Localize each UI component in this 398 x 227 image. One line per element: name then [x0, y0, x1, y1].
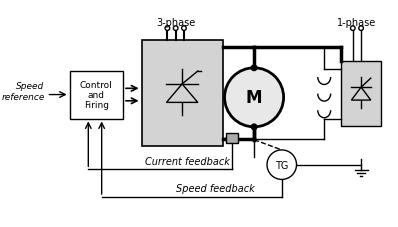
Bar [70, 71, 123, 119]
Circle shape [351, 27, 355, 31]
Text: Speed feedback: Speed feedback [176, 183, 255, 193]
Bar [341, 62, 381, 126]
Text: 1-phase: 1-phase [337, 18, 376, 28]
Text: 3-phase: 3-phase [156, 18, 195, 28]
Circle shape [267, 150, 297, 180]
Text: TG: TG [275, 160, 289, 170]
Bar [226, 134, 238, 143]
Text: Current feedback: Current feedback [145, 156, 230, 166]
Circle shape [251, 125, 257, 130]
Polygon shape [166, 85, 198, 103]
Bar [142, 41, 223, 147]
Polygon shape [351, 88, 371, 101]
Circle shape [251, 66, 257, 71]
Text: Control
and
Firing: Control and Firing [80, 80, 113, 110]
Text: M: M [246, 89, 262, 107]
Circle shape [224, 69, 284, 127]
Circle shape [174, 27, 178, 31]
Text: Speed
reference: Speed reference [1, 82, 45, 101]
Circle shape [181, 27, 186, 31]
Circle shape [165, 27, 170, 31]
Circle shape [359, 27, 363, 31]
